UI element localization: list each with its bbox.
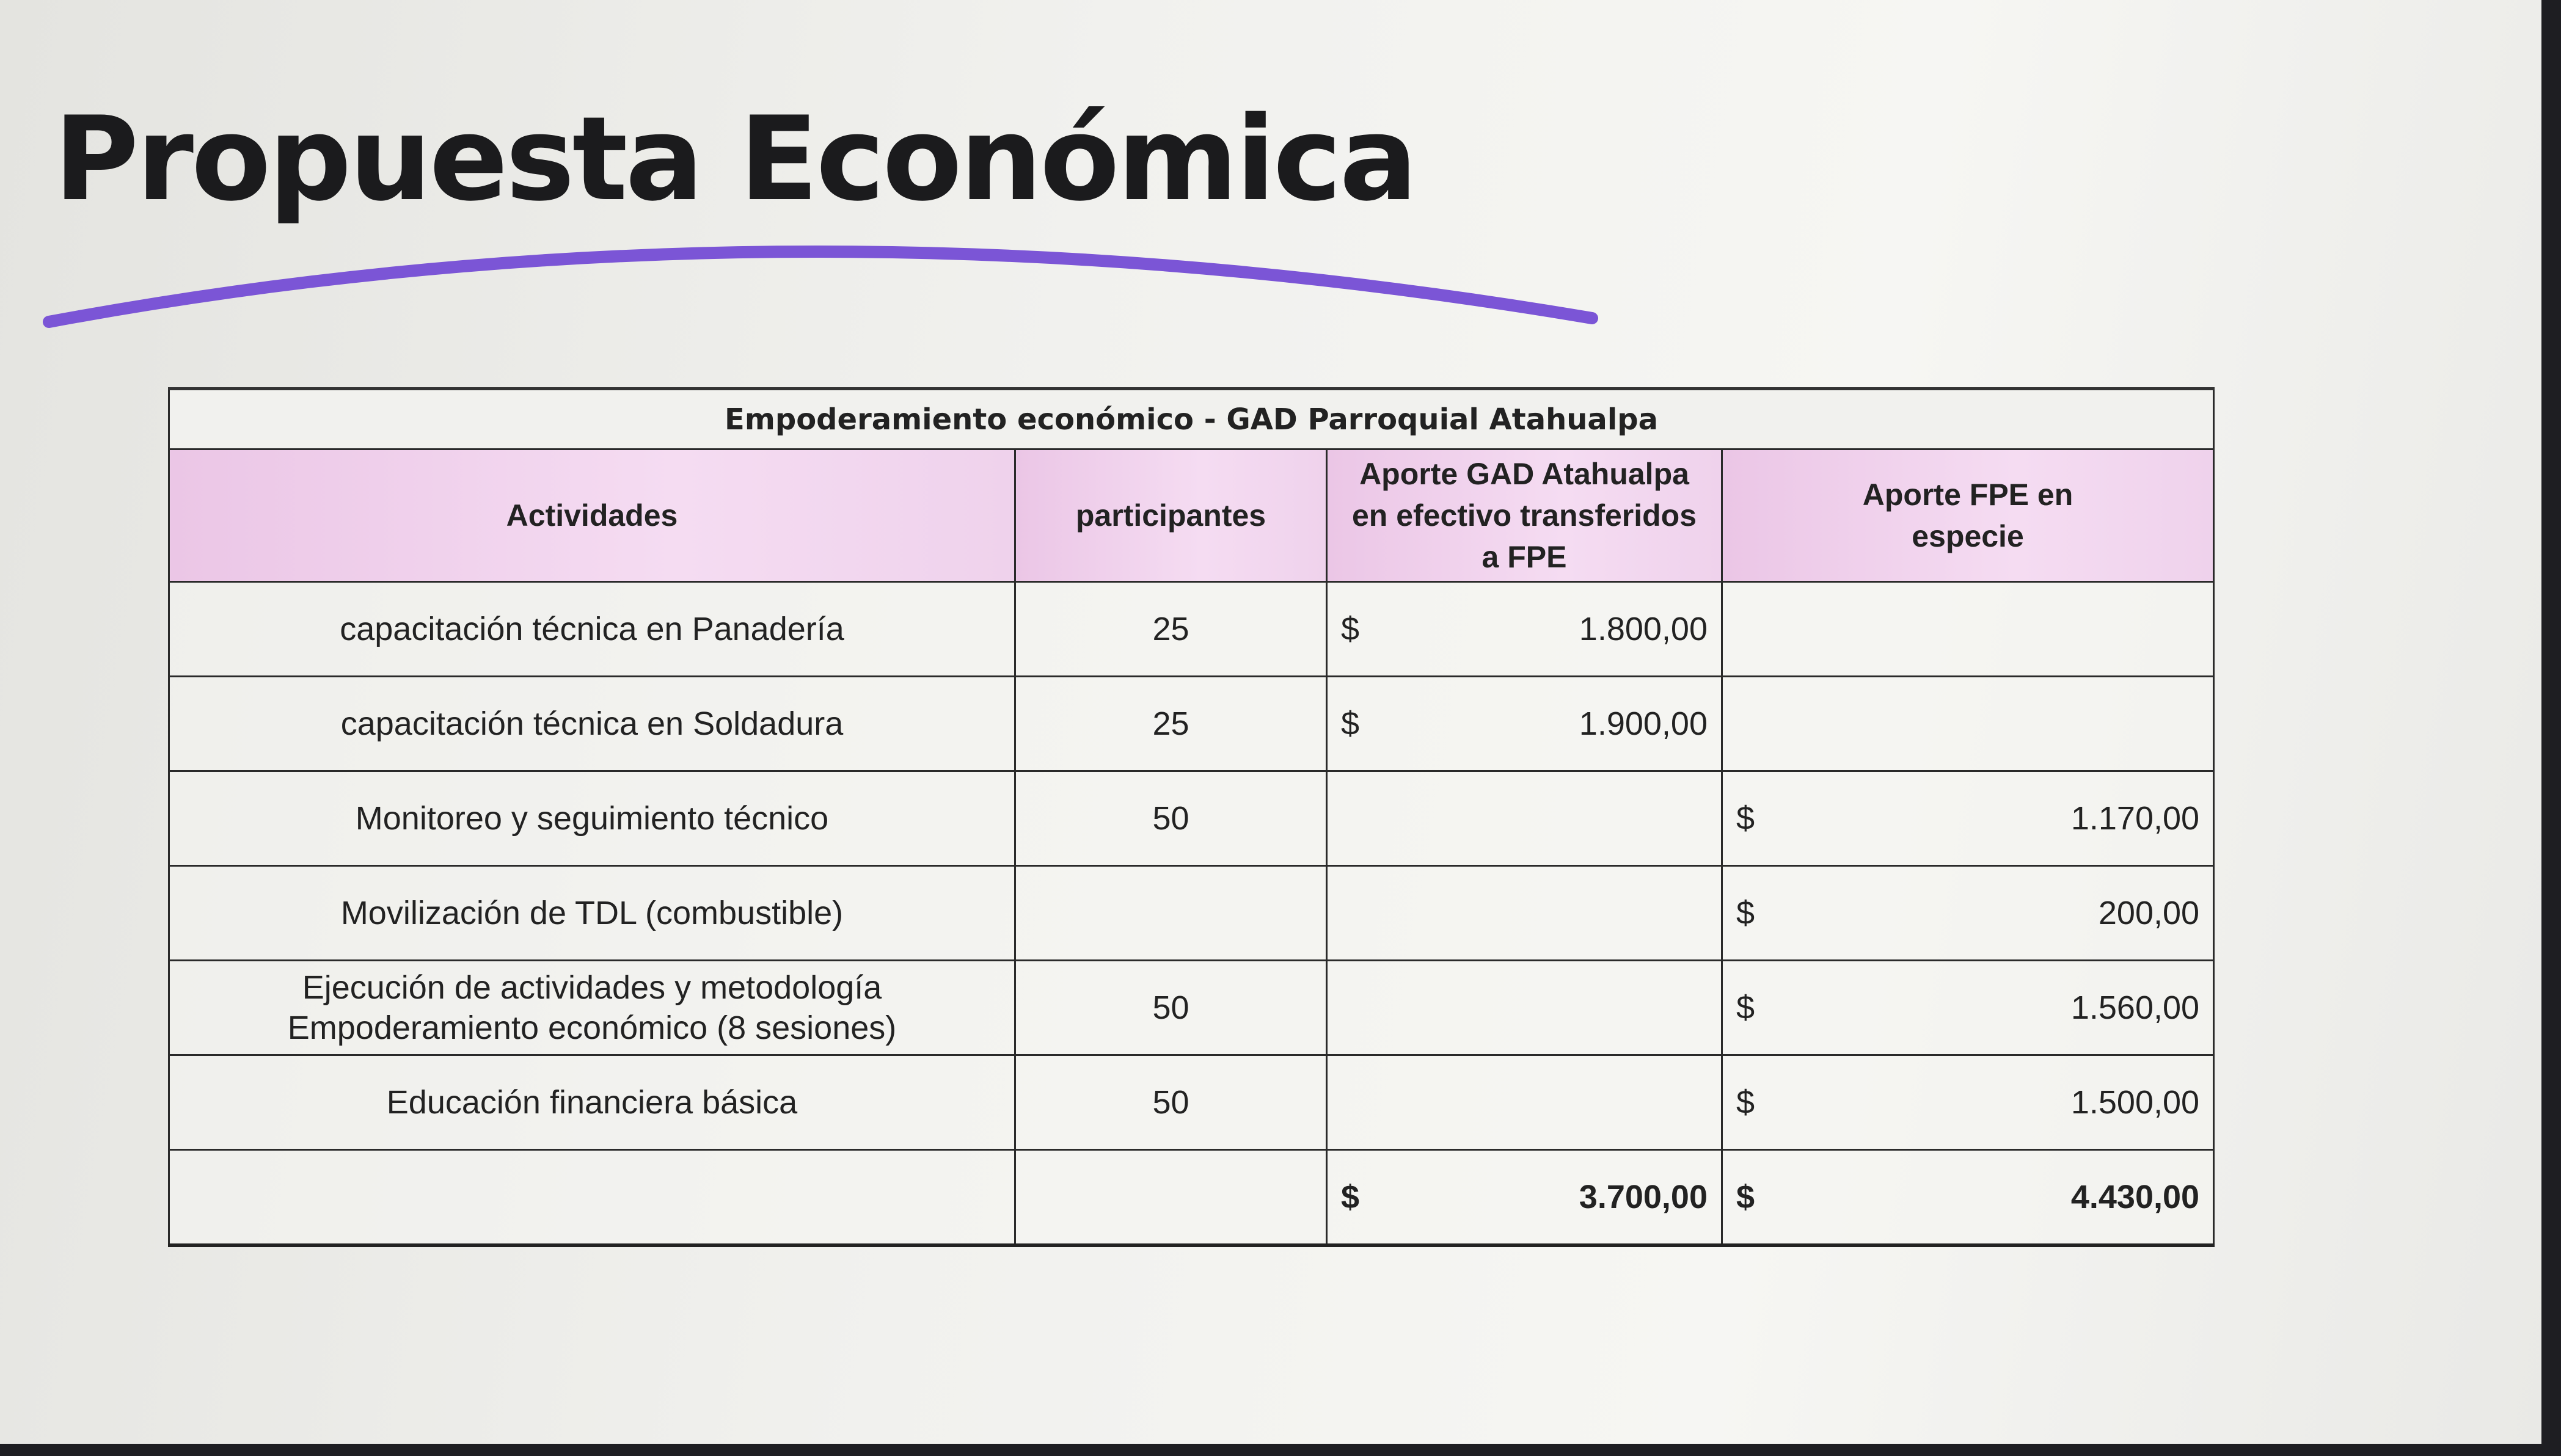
table-row: capacitación técnica en Panadería 25 $1.80… bbox=[168, 581, 2215, 677]
table-header-row: Actividades participantes Aporte GAD Ata… bbox=[168, 448, 2215, 583]
fpe-amount-cell: $1.500,00 bbox=[1720, 1054, 2215, 1151]
activity-cell: capacitación técnica en Soldadura bbox=[168, 675, 1016, 772]
table-row: Ejecución de actividades y metodología E… bbox=[168, 959, 2215, 1056]
gad-amount-cell bbox=[1326, 770, 1723, 867]
participants-cell: 25 bbox=[1014, 675, 1328, 772]
participants-cell: 25 bbox=[1014, 581, 1328, 677]
column-header-aporte-fpe: Aporte FPE en especie bbox=[1720, 448, 2215, 583]
currency-symbol: $ bbox=[1736, 800, 1755, 837]
fpe-amount-cell: $1.170,00 bbox=[1720, 770, 2215, 867]
total-fpe-cell: $4.430,00 bbox=[1720, 1149, 2215, 1247]
fpe-amount-cell bbox=[1720, 581, 2215, 677]
activity-cell: capacitación técnica en Panadería bbox=[168, 581, 1016, 677]
activity-cell: Educación financiera básica bbox=[168, 1054, 1016, 1151]
table-row: capacitación técnica en Soldadura 25 $1.90… bbox=[168, 675, 2215, 772]
gad-amount: 1.800,00 bbox=[1579, 611, 1708, 647]
fpe-amount: 1.500,00 bbox=[2070, 1084, 2200, 1121]
title-underline-swoosh bbox=[43, 245, 1598, 328]
table-caption: Empoderamiento económico - GAD Parroquia… bbox=[167, 387, 2215, 450]
fpe-amount-cell: $1.560,00 bbox=[1720, 959, 2215, 1056]
participants-cell bbox=[1014, 865, 1328, 961]
activity-cell: Monitoreo y seguimiento técnico bbox=[168, 770, 1016, 867]
column-header-aporte-gad: Aporte GAD Atahualpa en efectivo transfe… bbox=[1326, 448, 1723, 583]
gad-amount-cell: $1.800,00 bbox=[1326, 581, 1723, 677]
currency-symbol: $ bbox=[1341, 611, 1360, 647]
total-gad: 3.700,00 bbox=[1579, 1179, 1708, 1215]
fpe-amount-cell bbox=[1720, 675, 2215, 772]
fpe-amount: 1.170,00 bbox=[2070, 800, 2200, 837]
gad-amount-cell: $1.900,00 bbox=[1326, 675, 1723, 772]
total-gad-cell: $3.700,00 bbox=[1326, 1149, 1723, 1247]
participants-cell: 50 bbox=[1014, 770, 1328, 867]
gad-amount-cell bbox=[1326, 1054, 1723, 1151]
participants-cell: 50 bbox=[1014, 959, 1328, 1056]
gad-amount: 1.900,00 bbox=[1579, 705, 1708, 742]
column-header-actividades: Actividades bbox=[168, 448, 1016, 583]
currency-symbol: $ bbox=[1736, 1084, 1755, 1121]
currency-symbol: $ bbox=[1736, 895, 1755, 931]
table-row: Monitoreo y seguimiento técnico 50 $1.170,… bbox=[168, 770, 2215, 867]
currency-symbol: $ bbox=[1736, 989, 1755, 1026]
table-row: Educación financiera básica 50 $1.500,00 bbox=[168, 1054, 2215, 1151]
table-row: Movilización de TDL (combustible) $200,00 bbox=[168, 865, 2215, 961]
totals-row: $3.700,00 $4.430,00 bbox=[168, 1149, 2215, 1247]
totals-label-cell bbox=[168, 1149, 1016, 1247]
participants-cell: 50 bbox=[1014, 1054, 1328, 1151]
slide-title: Propuesta Económica bbox=[54, 92, 1418, 227]
activity-cell: Ejecución de actividades y metodología E… bbox=[168, 959, 1016, 1056]
budget-table: Empoderamiento económico - GAD Parroquia… bbox=[167, 387, 2215, 1247]
fpe-amount: 1.560,00 bbox=[2070, 989, 2200, 1026]
totals-participants-cell bbox=[1014, 1149, 1328, 1247]
activity-cell: Movilización de TDL (combustible) bbox=[168, 865, 1016, 961]
total-fpe: 4.430,00 bbox=[2070, 1179, 2200, 1215]
fpe-amount: 200,00 bbox=[2098, 895, 2200, 931]
column-header-participantes: participantes bbox=[1014, 448, 1328, 583]
fpe-amount-cell: $200,00 bbox=[1720, 865, 2215, 961]
currency-symbol: $ bbox=[1341, 705, 1360, 742]
gad-amount-cell bbox=[1326, 865, 1723, 961]
gad-amount-cell bbox=[1326, 959, 1723, 1056]
